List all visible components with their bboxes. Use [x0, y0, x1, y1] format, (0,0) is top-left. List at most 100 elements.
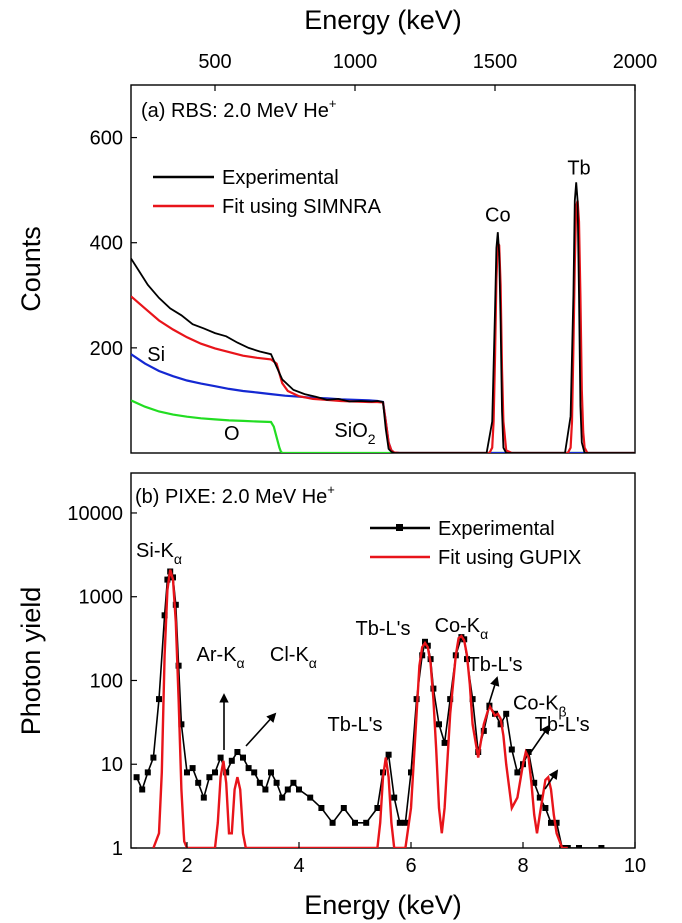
panel-b-x-tick-label: 4 [293, 855, 304, 877]
panel-b-y-tick-label: 10 [101, 754, 123, 776]
panel-b-experimental-point [352, 819, 358, 826]
arrow-tb-ls-mid [486, 676, 500, 711]
panel-b-experimental-point [419, 652, 426, 659]
panel-b-legend: Experimental Fit using GUPIX [370, 518, 581, 569]
panel-b-experimental-point [228, 757, 235, 764]
panel-b-experimental-point [391, 794, 398, 801]
panel-b-experimental-point [548, 819, 554, 826]
panel-b-x-tick-label: 10 [624, 855, 646, 877]
panel-b-annotation: Si-Kα [136, 540, 182, 567]
panel-a: 500 1000 1500 2000 200 400 600 Energy (keV) Co… [16, 5, 657, 454]
panel-b-experimental-point [469, 696, 476, 703]
panel-b-plot-frame [130, 472, 636, 849]
panel-a-legend: Experimental Fit using SIMNRA [153, 167, 382, 218]
panel-b-experimental-point [318, 805, 325, 811]
panel-b-experimental-point [262, 786, 269, 793]
panel-b-experimental-point [268, 769, 274, 776]
panel-b-experimental-point [245, 765, 252, 772]
panel-b-experimental-point [374, 805, 381, 811]
panel-a-x-axis-title: Energy (keV) [304, 5, 462, 35]
panel-a-annotation: Tb [567, 157, 590, 179]
panel-b-experimental-point [164, 576, 171, 583]
panel-b-experimental-point [408, 769, 414, 776]
panel-b-experimental-point [363, 819, 370, 826]
panel-a-y-tick-label: 400 [90, 233, 123, 255]
panel-b-experimental-point [139, 786, 146, 793]
panel-b-experimental-point [598, 845, 605, 848]
panel-b-annotation: Ar-Kα [197, 644, 245, 671]
panel-b-experimental-point [514, 769, 521, 776]
panel-b-annotation: Co-Kβ [513, 693, 567, 720]
legend-label-experimental-b: Experimental [438, 518, 555, 540]
legend-label-gupix: Fit using GUPIX [438, 547, 581, 569]
panel-b-experimental-point [525, 749, 532, 755]
panel-b-experimental-point [256, 779, 263, 786]
panel-b-experimental-point [564, 845, 571, 848]
arrow-cl-kalpha [245, 712, 277, 747]
panel-b-experimental-point [217, 754, 224, 761]
panel-b-experimental-point [542, 805, 549, 811]
panel-a-annotation: Si [147, 344, 165, 366]
panel-a-y-tick-label: 200 [90, 338, 123, 360]
panel-a-title-sup: + [329, 96, 337, 111]
arrow-co-kbeta [530, 724, 551, 753]
panel-b-experimental-point [307, 794, 314, 801]
panel-b-title-sup: + [327, 482, 335, 497]
panel-b-experimental-point [212, 769, 218, 776]
panel-b-experimental-point [396, 819, 403, 826]
panel-b-y-tick-label: 10000 [67, 503, 123, 525]
panel-b-annotation: Cl-Kα [270, 644, 317, 671]
legend-label-experimental: Experimental [222, 167, 339, 189]
panel-b-experimental-point [508, 746, 515, 753]
panel-a-annotation: SiO2 [334, 420, 375, 447]
panel-b-experimental-point [240, 754, 246, 761]
panel-b-experimental-point [553, 819, 560, 826]
panel-b-experimental-point [340, 805, 347, 811]
panel-b-x-tick-label: 8 [517, 855, 528, 877]
panel-b-experimental-point [385, 751, 392, 758]
panel-b-annotation: Tb-L's [535, 714, 590, 736]
panel-b-experimental-point [531, 779, 538, 786]
legend-label-simnra: Fit using SIMNRA [222, 196, 382, 218]
panel-a-x-tick-label: 500 [198, 51, 231, 73]
panel-b-experimental-point [133, 774, 140, 781]
panel-a-plot-frame [130, 84, 636, 454]
panel-b-y-axis-title: Photon yield [16, 587, 46, 736]
panel-b-arrows [219, 676, 559, 790]
panel-b-experimental-point [536, 794, 543, 801]
panel-b-x-tick-label: 6 [405, 855, 416, 877]
panel-b-experimental-point [436, 721, 442, 728]
panel-b-experimental-point [223, 769, 230, 776]
panel-a-series-curve-3 [131, 399, 635, 453]
panel-a-title: (a) RBS: 2.0 MeV He+ [141, 96, 336, 122]
panel-b-experimental-point [441, 739, 448, 746]
panel-b-experimental-point [234, 749, 241, 755]
panel-b-experimental-point [503, 710, 510, 717]
panel-b-experimental-point [284, 786, 291, 793]
panel-b-experimental-point [150, 754, 157, 761]
panel-b-title-text: (b) PIXE: 2.0 MeV He [135, 486, 327, 508]
panel-b-annotation: Co-Kα [435, 615, 489, 642]
panel-b-annotation: Tb-L's [356, 618, 411, 640]
panel-b-experimental-point [200, 794, 207, 801]
panel-b-experimental-point [273, 779, 280, 786]
panel-b-title: (b) PIXE: 2.0 MeV He+ [135, 482, 335, 508]
panel-b-y-tick-label: 1 [112, 838, 123, 860]
panel-a-annotation: O [224, 423, 240, 445]
panel-a-y-axis-title: Counts [16, 226, 46, 312]
legend-marker-experimental-b [396, 524, 403, 531]
panel-b-experimental-point [161, 612, 168, 619]
panel-b: 2 4 6 8 10 1 10 100 1000 10000 Energy (keV) Photo… [16, 472, 646, 920]
panel-b-experimental-point [156, 696, 162, 703]
panel-b-annotation: Tb-L's [468, 654, 523, 676]
panel-b-y-tick-label: 1000 [79, 587, 124, 609]
panel-a-series-fit-using-simnra [131, 200, 635, 453]
panel-b-experimental-point [576, 845, 582, 848]
panel-a-x-tick-label: 1000 [333, 51, 378, 73]
panel-b-experimental-point [189, 765, 196, 772]
panel-b-experimental-point [447, 696, 454, 703]
panel-b-experimental-point [195, 779, 202, 786]
panel-a-y-tick-label: 600 [90, 128, 123, 150]
panel-b-experimental-point [290, 779, 297, 786]
